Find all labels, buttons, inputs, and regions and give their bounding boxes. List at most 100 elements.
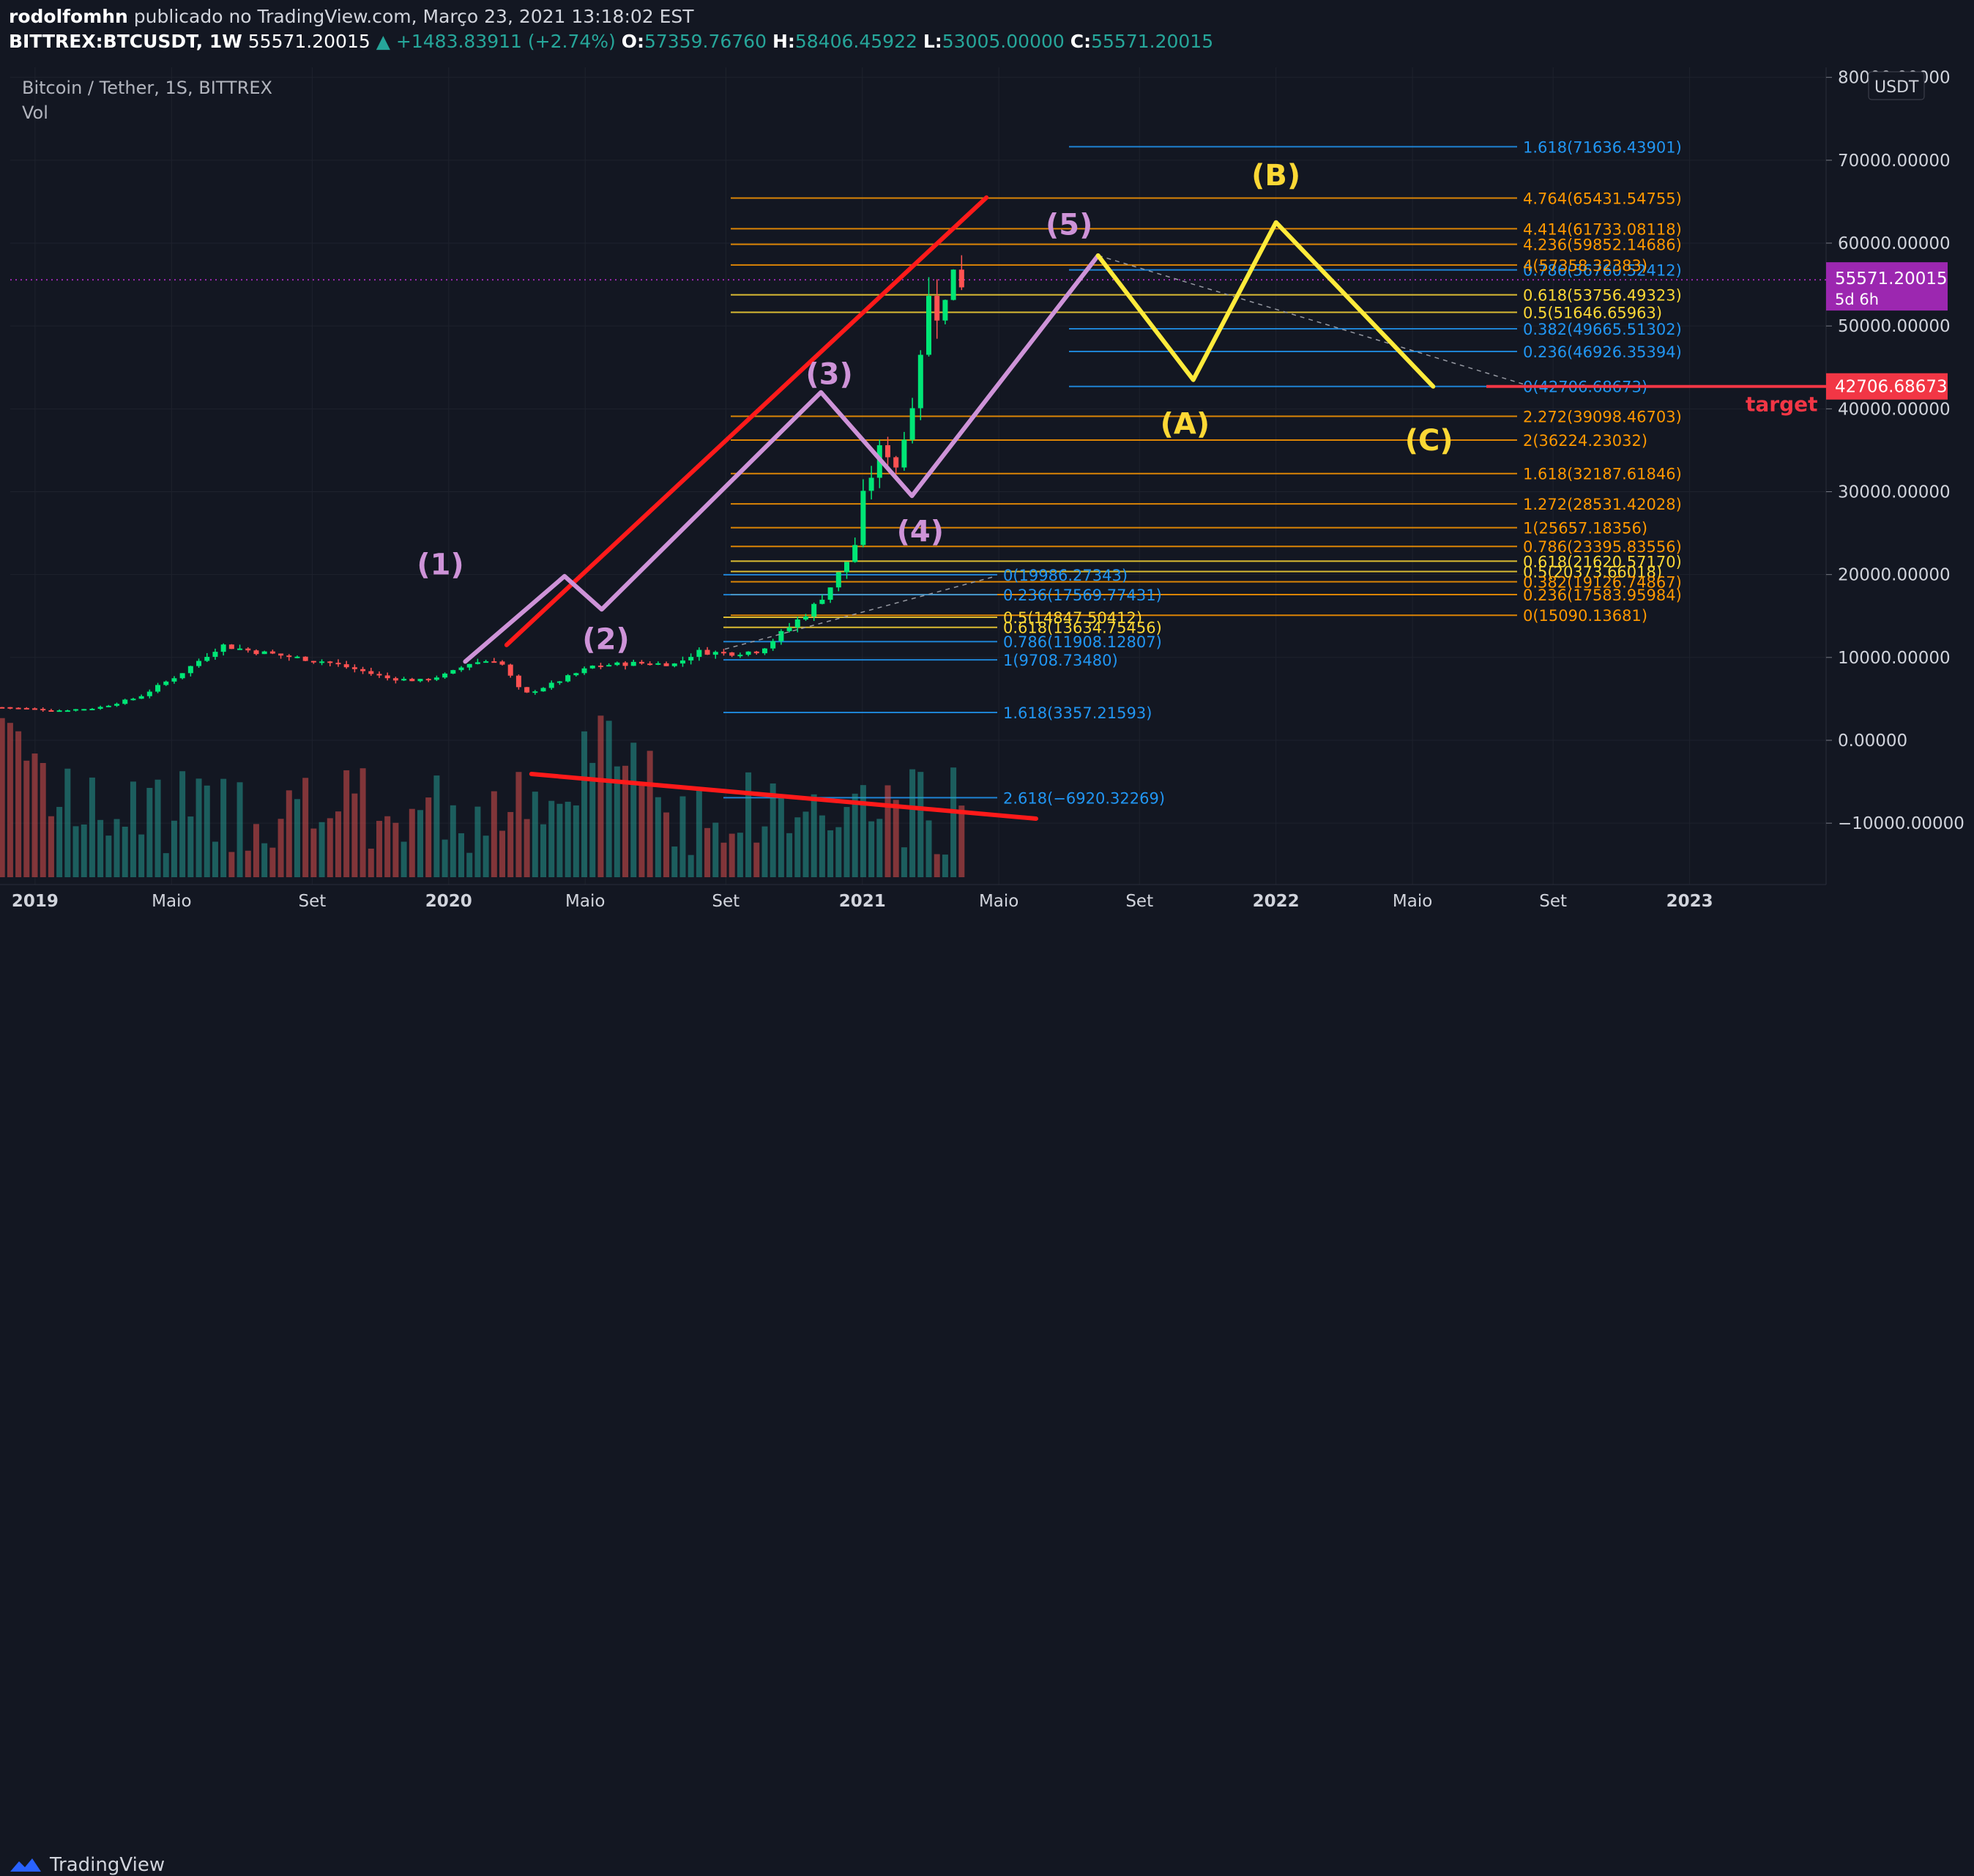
candle-body <box>934 296 940 321</box>
candle-body <box>852 545 858 562</box>
candle-body <box>794 619 800 628</box>
volume-bar <box>630 742 637 877</box>
current-price-tag[interactable] <box>1826 262 1948 311</box>
price-tick-label: 20000.00000 <box>1838 566 1951 585</box>
candle-body <box>171 678 177 682</box>
currency-badge[interactable] <box>1868 71 1925 100</box>
price-axis[interactable] <box>1826 67 1974 885</box>
fib-level-label: 0.5(51646.65963) <box>1523 305 1662 322</box>
candle-body <box>491 661 497 663</box>
candle-body <box>786 627 792 631</box>
target-price-label: 42706.68673 <box>1835 378 1948 397</box>
candle-body <box>351 667 357 669</box>
candle-body <box>196 660 202 666</box>
volume-bar <box>97 819 104 877</box>
volume-bar <box>884 785 891 877</box>
time-tick-label: Maio <box>152 892 191 911</box>
fib-level-label: 2.272(39098.46703) <box>1523 409 1682 426</box>
author-name[interactable]: rodolfomhn <box>9 6 128 27</box>
close-value: 55571.20015 <box>1091 31 1214 52</box>
volume-bar <box>958 805 965 877</box>
volume-bar <box>942 855 948 877</box>
candle-body <box>909 408 915 440</box>
volume-bar <box>81 824 87 877</box>
candle-body <box>335 663 341 665</box>
volume-bar <box>573 805 579 877</box>
candle-body <box>573 673 579 676</box>
chart-area[interactable]: 80000.0000070000.0000060000.0000050000.0… <box>0 59 1974 923</box>
volume-bar <box>286 790 292 877</box>
candle-body <box>597 666 603 668</box>
candle-body <box>565 675 571 682</box>
volume-bar <box>327 818 333 877</box>
candle-body <box>704 649 710 655</box>
fib-level-label: 1.272(28531.42028) <box>1523 496 1682 513</box>
time-tick-label: 2021 <box>839 892 886 911</box>
fib-level-label: 0.236(17569.77431) <box>1003 587 1162 604</box>
candle-body <box>269 651 275 654</box>
volume-bar <box>819 815 825 877</box>
candle-body <box>843 562 849 573</box>
fib-level-label: 0.5(20373.66018) <box>1523 563 1662 581</box>
candle-body <box>696 649 702 658</box>
volume-bar <box>491 791 497 877</box>
elliott-wave-impulse <box>463 253 1100 664</box>
ohlc-bar: BITTREX:BTCUSDT, 1W 55571.20015 ▲ +1483.… <box>9 31 1213 52</box>
tradingview-icon <box>10 1858 41 1872</box>
volume-bar <box>868 821 875 877</box>
candle-body <box>228 644 234 649</box>
target-price-tag[interactable] <box>1826 373 1948 400</box>
candle-body <box>507 664 513 676</box>
volume-bar <box>253 824 259 877</box>
fib-level-label: 2.618(−6920.32269) <box>1003 789 1165 807</box>
volume-bar <box>89 777 95 877</box>
volume-bar <box>433 775 440 877</box>
time-tick-label: 2019 <box>12 892 59 911</box>
candle-body <box>15 707 21 710</box>
time-tick-label: 2022 <box>1253 892 1300 911</box>
candle-body <box>89 708 95 710</box>
volume-bar <box>876 819 883 877</box>
volume-legend-title: Vol <box>22 103 48 123</box>
volume-bar <box>368 848 374 877</box>
volume-bar <box>802 811 809 877</box>
volume-bar <box>720 842 727 877</box>
volume-bar <box>442 839 448 877</box>
candle-body <box>720 652 726 654</box>
volume-bar <box>23 760 30 877</box>
volume-bar <box>474 806 481 877</box>
candle-body <box>130 699 136 701</box>
volume-bar <box>450 805 456 877</box>
tradingview-text: TradingView <box>50 1854 165 1876</box>
volume-bar <box>179 771 186 877</box>
volume-bar <box>384 816 391 877</box>
volume-bar <box>655 797 661 877</box>
volume-bar <box>638 783 645 877</box>
candle-body <box>81 709 87 711</box>
candle-body <box>40 709 46 711</box>
candle-body <box>163 681 169 685</box>
candle-body <box>761 648 767 654</box>
volume-bar <box>934 854 940 877</box>
candle-body <box>647 663 653 666</box>
tradingview-logo[interactable]: TradingView <box>9 1854 165 1876</box>
fib-level-label: 0.618(21620.57170) <box>1523 553 1682 570</box>
candle-body <box>483 661 489 663</box>
candle-body <box>499 661 505 665</box>
price-chart[interactable]: 80000.0000070000.0000060000.0000050000.0… <box>0 59 1974 923</box>
candle-body <box>343 664 349 668</box>
candle-body <box>630 661 636 666</box>
candle-body <box>802 616 808 620</box>
fib-level-label: 0.786(56760.52412) <box>1523 262 1682 280</box>
symbol-label[interactable]: BITTREX:BTCUSDT, 1W <box>9 31 242 52</box>
volume-bar <box>163 853 169 877</box>
candle-body <box>737 655 743 657</box>
candle-body <box>614 662 620 666</box>
candle-body <box>868 477 874 491</box>
candle-body <box>401 679 407 681</box>
candle-body <box>155 685 161 692</box>
published-text: publicado no TradingView.com, Março 23, … <box>133 6 694 27</box>
volume-bar <box>515 772 522 877</box>
candle-body <box>360 669 366 671</box>
wave-label: (2) <box>582 623 629 657</box>
